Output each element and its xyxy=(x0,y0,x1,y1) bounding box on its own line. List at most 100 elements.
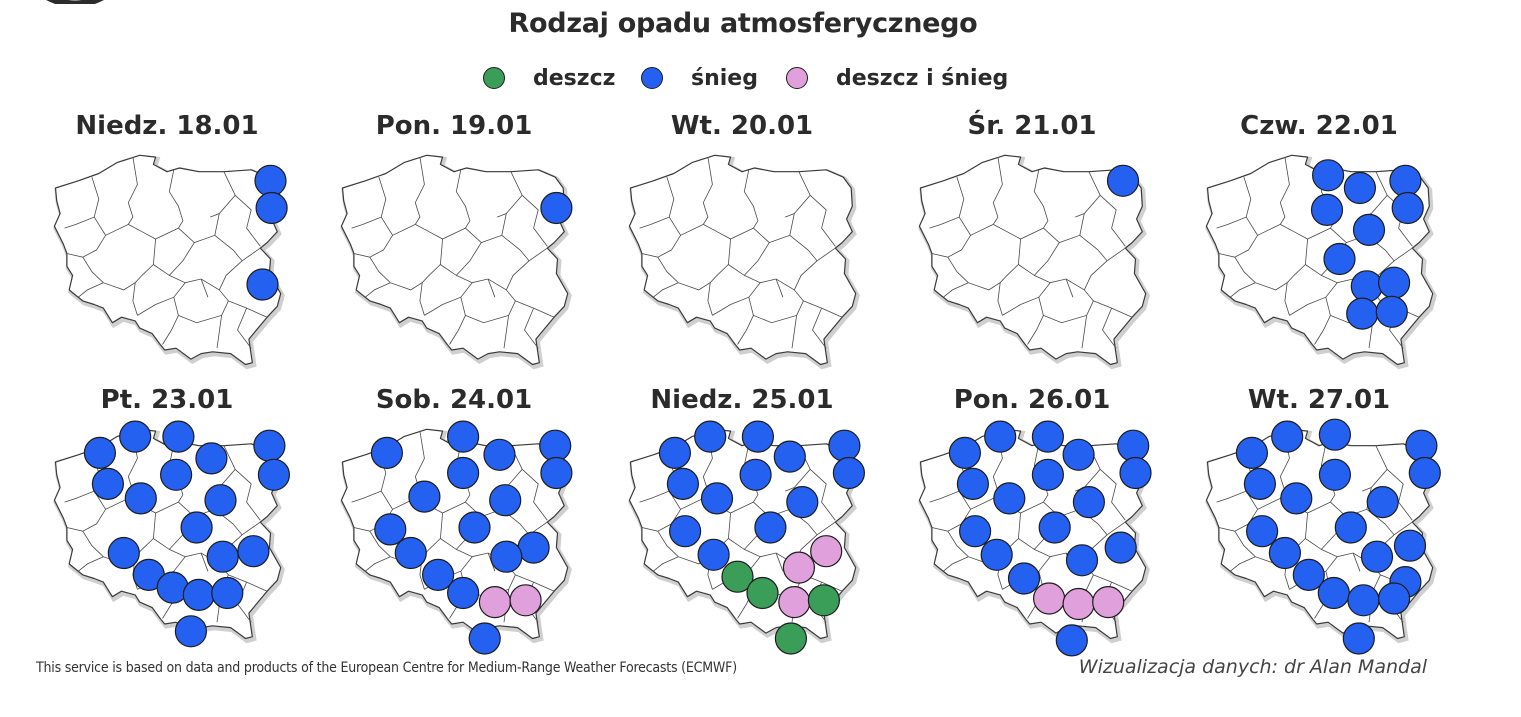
precip-marker-snow xyxy=(206,540,239,573)
precip-marker-snow xyxy=(490,540,523,573)
region-border xyxy=(1352,552,1361,572)
precip-marker-snow xyxy=(394,536,427,570)
region-border xyxy=(702,157,713,225)
precip-marker-snow xyxy=(1391,191,1424,225)
precip-marker-snow xyxy=(1378,582,1411,615)
region-border xyxy=(744,275,804,316)
precip-marker-sleet xyxy=(478,586,511,619)
precip-marker-snow xyxy=(421,558,455,591)
precip-marker-snow xyxy=(447,420,480,453)
region-border xyxy=(1305,501,1347,550)
day-panel-pon-19-01: Pon. 19.01 xyxy=(324,110,584,380)
legend-item-sleet: deszcz i śnieg xyxy=(786,60,1008,96)
region-border xyxy=(456,275,516,316)
precip-marker-snow xyxy=(447,576,480,610)
precip-marker-snow xyxy=(174,615,207,648)
precip-marker-snow xyxy=(195,442,228,475)
day-panel-wt-27-01: Wt. 27.01 xyxy=(1189,384,1449,655)
precip-marker-rain xyxy=(721,560,754,593)
precip-marker-snow xyxy=(1007,562,1041,595)
region-border xyxy=(214,213,220,236)
author-credit: Wizualizacja danych: dr Alan Mandal xyxy=(1078,656,1427,678)
region-border xyxy=(66,490,107,532)
poland-map xyxy=(628,154,860,370)
region-border xyxy=(465,314,510,349)
precip-marker-snow xyxy=(1375,295,1408,328)
region-border xyxy=(78,282,104,298)
precip-marker-snow xyxy=(447,456,480,490)
region-border xyxy=(1018,227,1060,276)
region-border xyxy=(82,256,138,316)
poland-map xyxy=(1205,418,1441,655)
region-border xyxy=(728,227,770,276)
day-title: Wt. 20.01 xyxy=(670,111,814,141)
precip-marker-snow xyxy=(540,191,573,225)
precip-marker-snow xyxy=(956,467,990,501)
region-border xyxy=(528,247,548,262)
region-border xyxy=(789,213,795,236)
day-title: Wt. 27.01 xyxy=(1247,385,1391,415)
region-border xyxy=(1393,521,1413,536)
region-border xyxy=(816,521,836,536)
sleet-marker-icon xyxy=(786,67,808,89)
precip-marker-snow xyxy=(668,515,702,548)
precip-marker-snow xyxy=(1343,171,1376,205)
region-border xyxy=(657,256,713,316)
precip-marker-snow xyxy=(1271,420,1304,453)
precip-marker-snow xyxy=(980,538,1013,571)
data-source-credit: This service is based on data and produc… xyxy=(36,660,737,676)
precip-marker-snow xyxy=(1038,511,1071,544)
region-border xyxy=(241,521,261,536)
region-border xyxy=(521,469,548,521)
poland-map xyxy=(918,420,1152,657)
region-border xyxy=(414,157,425,225)
precip-marker-snow xyxy=(739,458,772,491)
region-border xyxy=(369,256,425,316)
precip-marker-snow xyxy=(1243,467,1277,501)
region-border xyxy=(653,556,679,572)
day-panel-sob-24-01: Sob. 24.01 xyxy=(324,384,584,655)
poland-map xyxy=(53,154,288,370)
region-border xyxy=(1075,171,1101,218)
precip-marker-snow xyxy=(1104,531,1137,564)
region-border xyxy=(1043,314,1088,349)
precip-marker-snow xyxy=(408,480,441,513)
precip-marker-snow xyxy=(1347,584,1380,617)
precip-marker-snow xyxy=(1352,213,1386,247)
precip-marker-snow xyxy=(741,420,774,453)
region-border xyxy=(657,530,713,590)
region-border xyxy=(449,297,466,345)
region-border xyxy=(455,169,471,229)
precip-marker-snow xyxy=(1292,558,1325,591)
region-border xyxy=(169,275,229,316)
region-border xyxy=(653,282,679,298)
precip-marker-sleet xyxy=(1033,582,1066,615)
region-border xyxy=(1099,195,1126,247)
region-border xyxy=(712,282,761,316)
precip-marker-snow xyxy=(160,458,193,491)
region-border xyxy=(1257,224,1281,236)
legend-item-snow: śnieg xyxy=(641,60,758,96)
precip-marker-snow xyxy=(1117,429,1150,462)
precip-marker-snow xyxy=(1323,242,1356,276)
precip-marker-snow xyxy=(483,438,516,471)
region-border xyxy=(809,469,836,521)
region-border xyxy=(999,238,1021,283)
precip-marker-snow xyxy=(253,429,286,462)
day-title: Pon. 19.01 xyxy=(375,111,533,141)
region-border xyxy=(128,224,179,240)
precip-marker-snow xyxy=(1065,544,1099,577)
region-border xyxy=(168,169,184,229)
region-border xyxy=(1280,224,1331,240)
region-border xyxy=(241,247,261,262)
precip-marker-snow xyxy=(124,482,157,515)
precip-marker-snow xyxy=(458,511,491,544)
poland-map xyxy=(340,420,573,655)
precip-marker-snow xyxy=(828,429,861,462)
region-border xyxy=(1279,157,1290,225)
precip-marker-snow xyxy=(1119,456,1152,490)
precip-marker-snow xyxy=(211,576,244,610)
precip-marker-snow xyxy=(370,436,404,470)
precip-marker-sleet xyxy=(782,551,815,584)
precip-marker-snow xyxy=(1031,420,1064,453)
